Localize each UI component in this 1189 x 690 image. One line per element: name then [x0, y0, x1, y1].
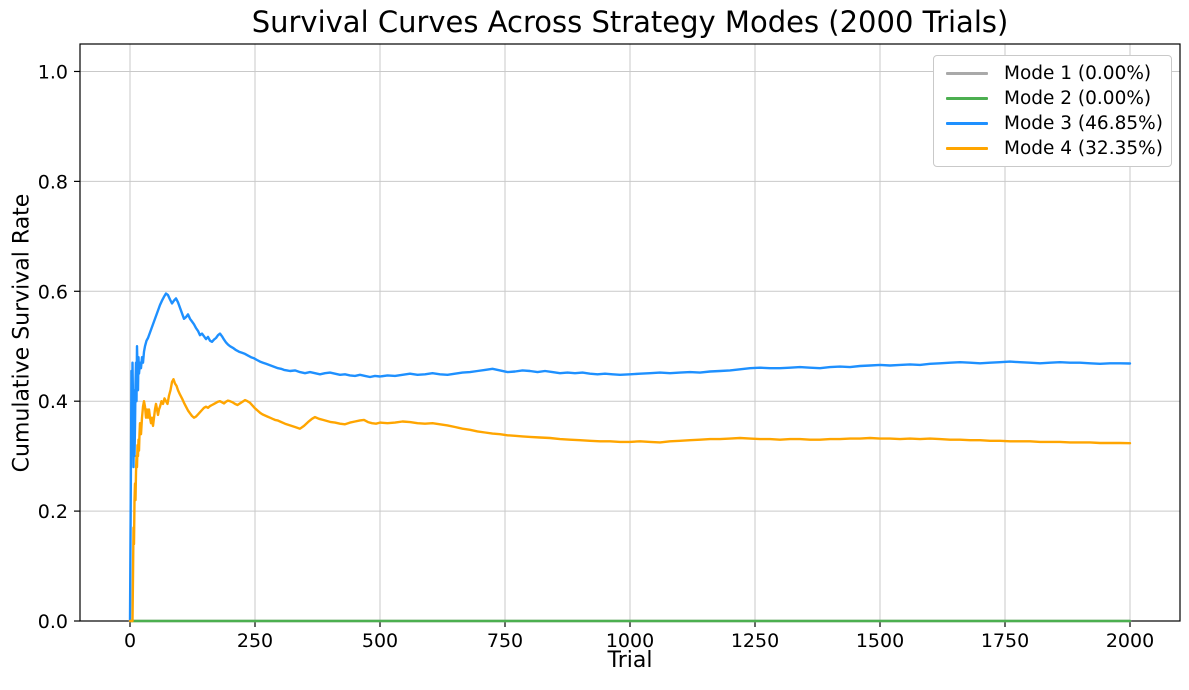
legend-item-mode-3: Mode 3 (46.85%): [946, 111, 1163, 136]
legend-item-mode-4: Mode 4 (32.35%): [946, 136, 1163, 161]
y-axis-label: Cumulative Survival Rate: [9, 193, 35, 473]
series-line-mode-4: [128, 378, 1132, 623]
legend-label: Mode 4 (32.35%): [1004, 138, 1163, 159]
x-tick-label: 1500: [856, 630, 904, 652]
chart-title: Survival Curves Across Strategy Modes (2…: [251, 5, 1009, 39]
legend-swatch: [946, 122, 988, 125]
x-tick-label: 500: [362, 630, 398, 652]
x-tick-label: 2000: [1106, 630, 1154, 652]
x-tick-label: 1000: [606, 630, 654, 652]
legend-swatch: [946, 97, 988, 100]
y-tick-label: 1.0: [38, 61, 68, 83]
x-tick-label: 1250: [731, 630, 779, 652]
x-tick-label: 0: [124, 630, 136, 652]
legend-label: Mode 2 (0.00%): [1004, 88, 1152, 109]
series-line-mode-3: [128, 292, 1132, 623]
y-tick-label: 0.0: [38, 611, 68, 633]
legend-item-mode-1: Mode 1 (0.00%): [946, 61, 1161, 86]
legend: Mode 1 (0.00%) Mode 2 (0.00%) Mode 3 (46.8…: [933, 55, 1172, 167]
x-tick-label: 750: [487, 630, 523, 652]
y-tick-label: 0.2: [38, 501, 68, 523]
x-tick-label: 1750: [981, 630, 1029, 652]
x-tick-label: 250: [237, 630, 273, 652]
legend-label: Mode 3 (46.85%): [1004, 113, 1163, 134]
legend-item-mode-2: Mode 2 (0.00%): [946, 86, 1161, 111]
y-tick-label: 0.4: [38, 391, 68, 413]
y-tick-label: 0.8: [38, 171, 68, 193]
x-axis-label: Trial: [607, 648, 653, 673]
legend-label: Mode 1 (0.00%): [1004, 63, 1152, 84]
legend-swatch: [946, 72, 988, 75]
legend-swatch: [946, 147, 988, 150]
y-tick-label: 0.6: [38, 281, 68, 303]
